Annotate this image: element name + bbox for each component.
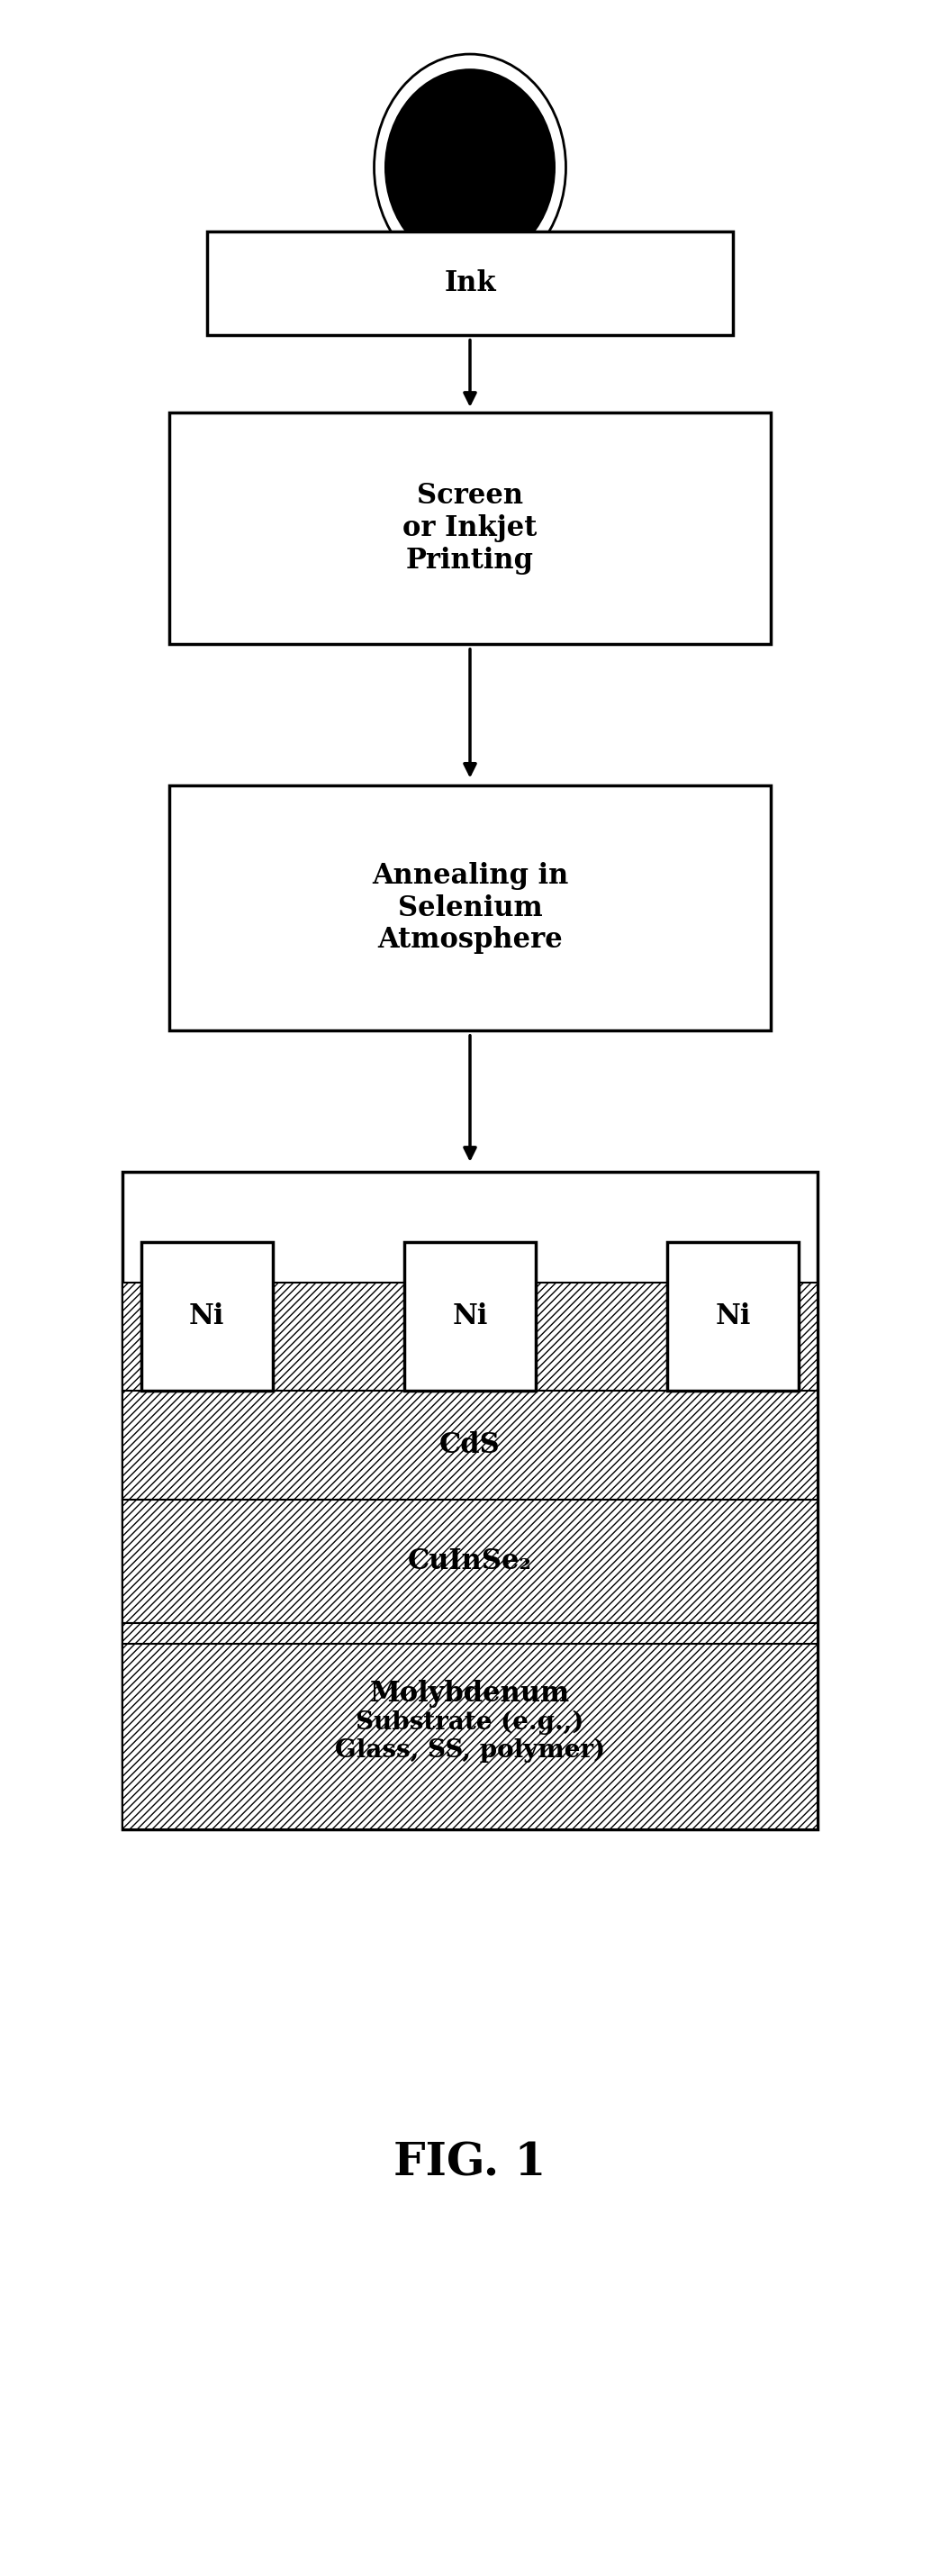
Text: FIG. 1: FIG. 1 <box>394 2141 546 2187</box>
Text: ZnO: ZnO <box>438 1324 502 1350</box>
Text: Annealing in
Selenium
Atmosphere: Annealing in Selenium Atmosphere <box>371 863 569 953</box>
Text: CdS: CdS <box>440 1432 500 1458</box>
Bar <box>122 1643 818 1829</box>
Bar <box>404 1242 536 1391</box>
Text: Ni: Ni <box>452 1303 488 1329</box>
Bar <box>207 232 733 335</box>
Bar <box>122 1172 818 1829</box>
Ellipse shape <box>385 70 555 265</box>
Bar <box>141 1242 273 1391</box>
Bar <box>122 1283 818 1391</box>
Text: Ink: Ink <box>444 270 496 296</box>
Bar <box>667 1242 799 1391</box>
Text: Ni: Ni <box>715 1303 751 1329</box>
Bar <box>169 412 771 644</box>
Ellipse shape <box>374 54 566 281</box>
Text: Substrate (e.g.,)
Glass, SS, polymer): Substrate (e.g.,) Glass, SS, polymer) <box>335 1710 605 1762</box>
Text: Molybdenum: Molybdenum <box>370 1680 570 1708</box>
Bar <box>122 1391 818 1499</box>
Bar <box>169 786 771 1030</box>
Text: Ni: Ni <box>189 1303 225 1329</box>
Text: CuInSe₂: CuInSe₂ <box>408 1548 532 1574</box>
Text: Screen
or Inkjet
Printing: Screen or Inkjet Printing <box>402 482 538 574</box>
Bar <box>122 1499 818 1623</box>
Bar <box>122 1623 818 1765</box>
